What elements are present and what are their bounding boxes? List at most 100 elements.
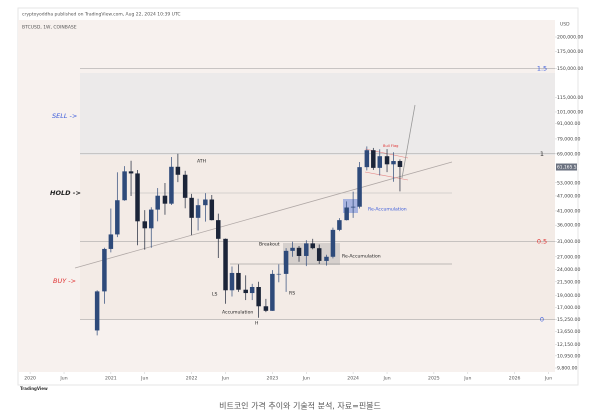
buy-hold-zone (80, 155, 555, 320)
x-tick-label: Jun (544, 376, 552, 382)
candle-body (236, 272, 241, 290)
candle-body (229, 272, 235, 291)
annotation: Re-Accumulation (368, 207, 407, 213)
symbol: BTCUSD, 1W, COINBASE (22, 25, 77, 31)
sell-label: SELL -> (52, 112, 77, 120)
candle-body (182, 174, 188, 198)
candle-body (135, 173, 140, 222)
annotation: RS (289, 291, 295, 297)
candle-body (162, 195, 168, 204)
candle-body (155, 195, 160, 210)
candle-body (209, 199, 215, 221)
candle-body (102, 248, 107, 292)
fib-label: 0.5 (537, 238, 547, 246)
y-tick-label: 53,000.00 (557, 180, 580, 186)
annotation: Bull Flag (383, 144, 398, 148)
candle-body (357, 167, 362, 207)
y-tick-label: 21,500.00 (557, 279, 580, 285)
buy-label: BUY -> (53, 277, 76, 285)
caption: 비트코인 가격 추이와 기술적 분석, 자료=핀볼드 (219, 401, 381, 411)
last-price-tag (556, 163, 577, 171)
x-tick-label: 2021 (105, 376, 117, 382)
candle-body (128, 171, 134, 174)
candle-body (115, 200, 120, 235)
x-tick-label: Jun (221, 376, 229, 382)
logo: TradingView (20, 386, 48, 391)
y-tick-label: 9,800.00 (557, 366, 578, 372)
y-tick-label: 31,000.00 (557, 239, 580, 245)
candle-body (330, 229, 336, 257)
candle-body (94, 291, 100, 331)
trendline (74, 161, 453, 269)
candle-body (384, 156, 390, 165)
candle-body (189, 197, 194, 218)
annotation: Re-Accumulation (342, 254, 381, 260)
x-tick-label: Jun (382, 376, 390, 382)
candle-body (270, 273, 275, 311)
candle-body (122, 171, 127, 201)
x-tick-label: 2025 (428, 376, 440, 382)
x-tick-label: Jun (302, 376, 310, 382)
candle-body (344, 207, 349, 221)
y-tick-label: 27,000.00 (557, 254, 580, 260)
y-tick-label: 47,000.00 (557, 193, 580, 199)
annotation: LS (212, 292, 218, 298)
last-price-label: 61,165.55 (557, 165, 580, 171)
candle-body (364, 150, 370, 168)
y-tick-label: 79,000.00 (557, 136, 580, 142)
y-tick-label: 175,000.00 (557, 49, 583, 55)
candle-body (324, 256, 329, 261)
candle-body (391, 161, 396, 165)
annotation: Breakout (259, 242, 280, 248)
candle-body (256, 287, 261, 307)
x-tick-label: 2026 (509, 376, 521, 382)
y-tick-label: 115,000.00 (557, 95, 583, 101)
projection-arrow (401, 104, 416, 179)
candle-body (304, 243, 309, 256)
y-tick-label: 13,650.00 (557, 329, 580, 335)
candle-body (377, 156, 383, 168)
candle-body (350, 206, 356, 208)
candle-body (276, 273, 282, 275)
x-tick-label: 2022 (186, 376, 198, 382)
candle-body (310, 243, 315, 249)
hold-label: HOLD -> (50, 189, 81, 197)
y-tick-label: 200,000.00 (557, 34, 583, 40)
x-tick-label: 2023 (267, 376, 279, 382)
candle-body (371, 150, 376, 168)
bull-flag-line (364, 171, 409, 181)
x-tick-label: Jun (463, 376, 471, 382)
candle-body (290, 247, 295, 251)
y-tick-label: 15,250.00 (557, 317, 580, 323)
y-tick-label: 69,000.00 (557, 151, 580, 157)
candle-body (142, 221, 148, 229)
y-tick-label: 12,150.00 (557, 342, 580, 348)
annotation: H (255, 321, 258, 327)
candle-body (283, 250, 289, 274)
candle-body (397, 161, 403, 167)
y-tick-label: 150,000.00 (557, 66, 583, 72)
annotation: ATH (197, 159, 206, 165)
x-tick-label: 2024 (347, 376, 359, 382)
candle-body (148, 209, 154, 229)
candle-body (195, 205, 201, 218)
sell-zone (80, 73, 555, 155)
candle-body (296, 247, 302, 256)
y-tick-label: 36,000.00 (557, 223, 580, 229)
candle-body (203, 199, 208, 206)
candle-body (108, 234, 114, 249)
y-tick-label: 41,000.00 (557, 208, 580, 214)
candle-body (263, 306, 269, 311)
y-tick-label: 101,000.00 (557, 109, 583, 115)
y-tick-label: 17,000.00 (557, 305, 580, 311)
y-tick-label: 24,000.00 (557, 267, 580, 273)
fib-label: 1 (540, 150, 544, 158)
candle-body (243, 289, 248, 294)
fib-label: 0 (540, 315, 544, 323)
x-tick-label: Jun (140, 376, 148, 382)
y-tick-label: 10,950.00 (557, 353, 580, 359)
currency: USD (560, 22, 570, 28)
y-tick-label: 91,000.00 (557, 121, 580, 127)
